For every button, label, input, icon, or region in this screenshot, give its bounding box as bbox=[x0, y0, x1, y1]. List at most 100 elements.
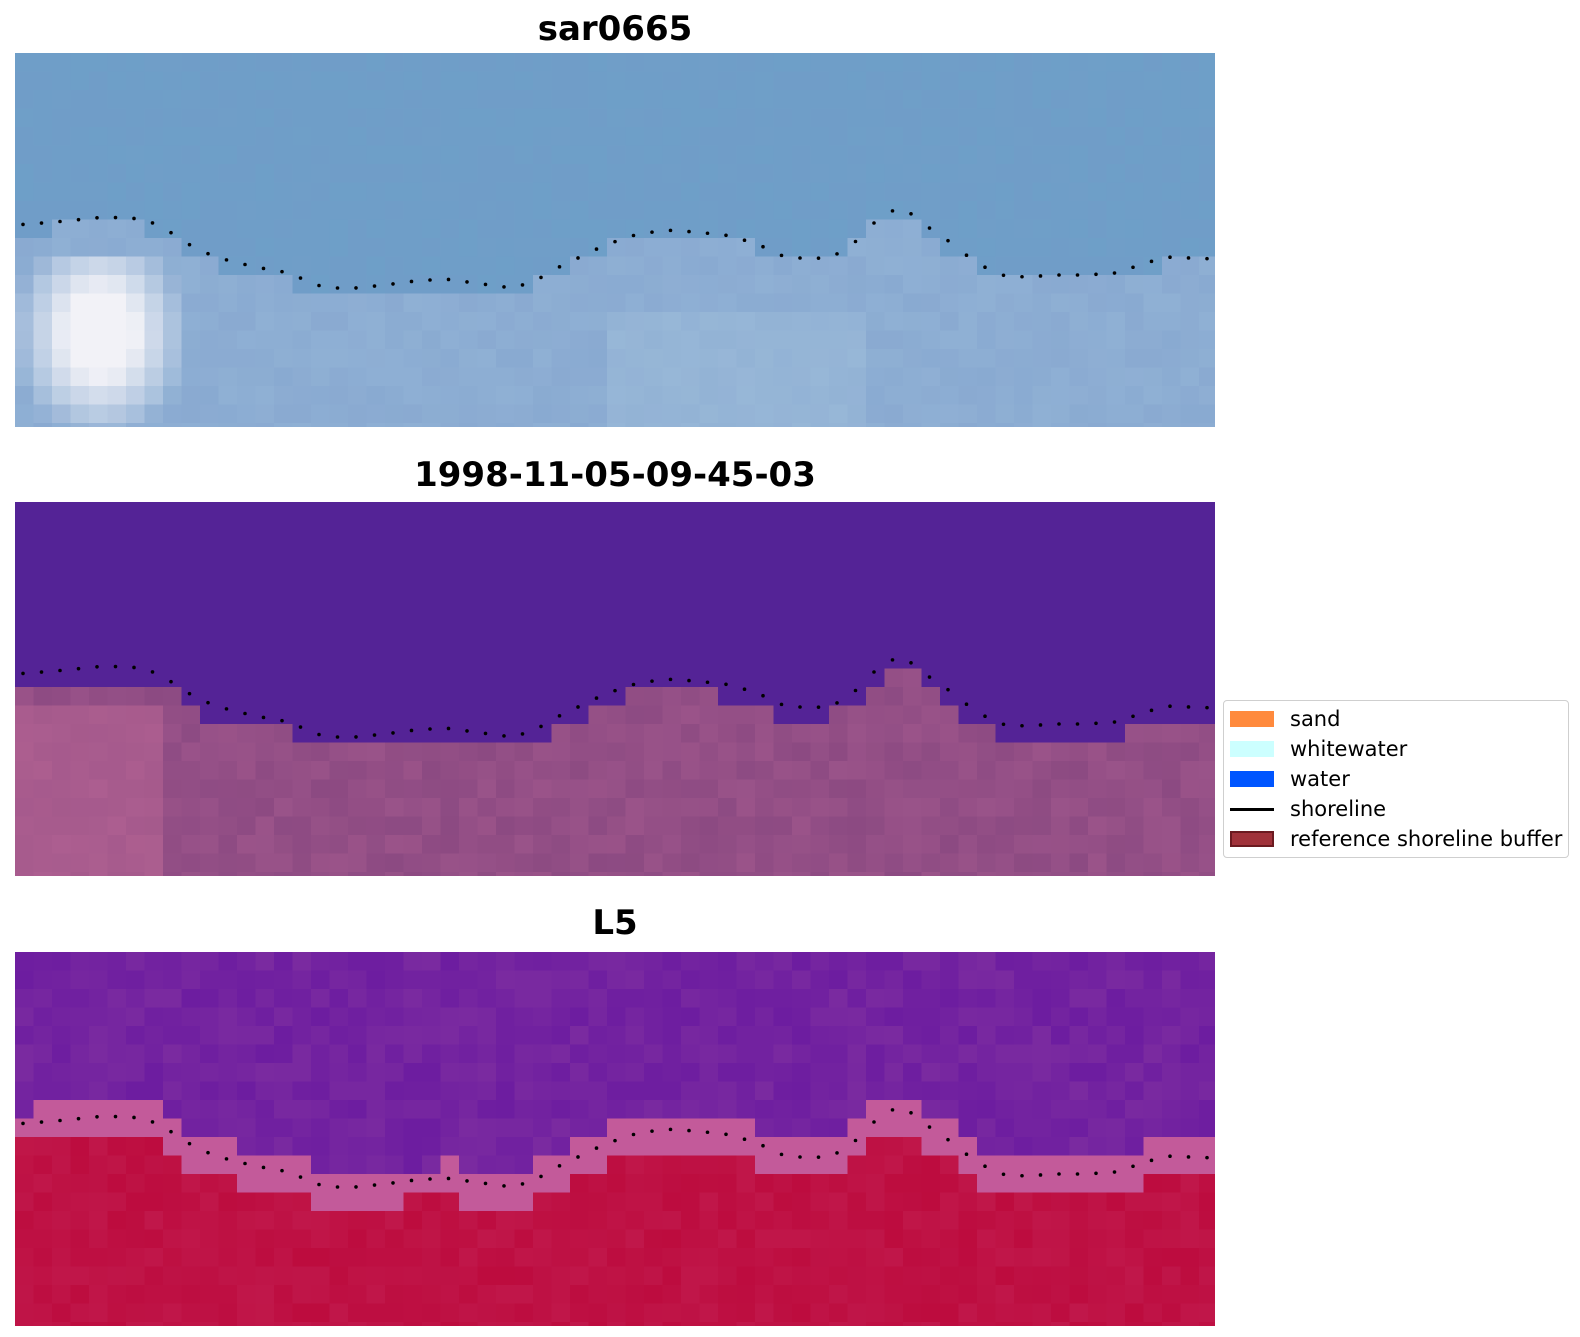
shoreline-point bbox=[668, 677, 673, 682]
shoreline-point bbox=[21, 1121, 25, 1126]
shoreline-point bbox=[1094, 272, 1098, 277]
shoreline-point bbox=[742, 238, 747, 242]
shoreline-point bbox=[113, 215, 118, 220]
classified-image bbox=[15, 502, 1215, 876]
shoreline-point bbox=[853, 1138, 858, 1143]
shoreline-point bbox=[76, 1116, 81, 1121]
shoreline-point bbox=[372, 1183, 377, 1187]
shoreline-point bbox=[890, 209, 895, 213]
shoreline-point bbox=[761, 693, 765, 698]
shoreline-point bbox=[576, 1155, 580, 1159]
shoreline-point bbox=[613, 1138, 617, 1143]
shoreline-point bbox=[946, 687, 950, 692]
shoreline-point bbox=[261, 1165, 266, 1170]
shoreline-point bbox=[816, 256, 821, 260]
shoreline-point bbox=[520, 283, 525, 287]
shoreline-point bbox=[317, 1182, 321, 1187]
legend-label-reference-buffer: reference shoreline buffer bbox=[1290, 827, 1563, 851]
shoreline-point bbox=[335, 735, 340, 739]
shoreline-point bbox=[872, 221, 876, 225]
shoreline-point bbox=[631, 1132, 636, 1137]
shoreline-point bbox=[409, 1178, 414, 1183]
classified-image-panel bbox=[15, 502, 1215, 876]
shoreline-point bbox=[95, 665, 99, 669]
shoreline-point bbox=[428, 1177, 432, 1181]
shoreline-point bbox=[1186, 1155, 1191, 1159]
shoreline-point bbox=[909, 661, 913, 665]
legend-item-water: water bbox=[1230, 764, 1350, 794]
whitewater-swatch bbox=[1230, 741, 1274, 757]
shoreline-point bbox=[206, 1150, 210, 1155]
shoreline-point bbox=[150, 1120, 155, 1124]
shoreline-point bbox=[687, 229, 691, 234]
shoreline-point bbox=[983, 714, 987, 718]
shoreline-point bbox=[483, 282, 488, 287]
shoreline-point bbox=[946, 1137, 950, 1142]
shoreline-point bbox=[650, 230, 654, 234]
shoreline-point bbox=[206, 251, 210, 256]
panel-title-classified: 1998-11-05-09-45-03 bbox=[414, 455, 816, 495]
shoreline-point bbox=[1131, 1164, 1135, 1169]
shoreline-point bbox=[409, 279, 414, 284]
index-image-panel bbox=[15, 952, 1215, 1326]
shoreline-point bbox=[58, 219, 62, 224]
shoreline-point bbox=[1075, 1172, 1080, 1176]
shoreline-point bbox=[761, 1143, 765, 1148]
shoreline-point bbox=[446, 1176, 451, 1181]
shoreline-point bbox=[76, 666, 81, 671]
shoreline-point bbox=[1205, 256, 1209, 261]
shoreline-point bbox=[557, 714, 562, 718]
legend: sand whitewater water shoreline referenc… bbox=[1223, 700, 1569, 858]
shoreline-point bbox=[21, 222, 25, 227]
shoreline-point bbox=[890, 658, 895, 662]
shoreline-point bbox=[1057, 1172, 1061, 1176]
shoreline-point bbox=[39, 670, 44, 674]
shoreline-point bbox=[724, 1132, 728, 1137]
shoreline-point bbox=[335, 286, 340, 290]
shoreline-point bbox=[798, 1155, 802, 1159]
shoreline-point bbox=[280, 718, 284, 723]
shoreline-point bbox=[927, 675, 932, 679]
shoreline-point bbox=[1001, 1172, 1006, 1177]
shoreline-point bbox=[539, 724, 543, 729]
shoreline-point bbox=[95, 216, 99, 220]
index-image bbox=[15, 952, 1215, 1326]
shoreline-point bbox=[1168, 704, 1172, 708]
shoreline-point bbox=[409, 728, 414, 733]
shoreline-point bbox=[927, 1125, 932, 1129]
shoreline-point bbox=[169, 679, 173, 684]
shoreline-point bbox=[243, 711, 247, 716]
shoreline-point bbox=[1038, 723, 1043, 727]
shoreline-point bbox=[502, 1184, 506, 1188]
shoreline-point bbox=[39, 1120, 44, 1124]
shoreline-point bbox=[1149, 259, 1154, 264]
shoreline-point bbox=[594, 247, 599, 251]
shoreline-point bbox=[1168, 1154, 1172, 1158]
shoreline-point bbox=[298, 725, 303, 729]
shoreline-point bbox=[779, 702, 784, 707]
shoreline-point bbox=[520, 1182, 525, 1186]
shoreline-point bbox=[95, 1115, 99, 1119]
shoreline-point bbox=[1057, 722, 1061, 726]
shoreline-point bbox=[132, 216, 136, 221]
shoreline-point bbox=[502, 285, 506, 289]
shoreline-point bbox=[872, 670, 876, 674]
shoreline-point bbox=[705, 231, 710, 236]
shoreline-point bbox=[502, 734, 506, 738]
shoreline-point bbox=[391, 1181, 395, 1185]
shoreline-point bbox=[613, 688, 617, 693]
shoreline-point bbox=[668, 228, 673, 233]
shoreline-point bbox=[391, 282, 395, 286]
shoreline-line-swatch bbox=[1230, 807, 1274, 811]
shoreline-point bbox=[779, 253, 784, 258]
shoreline-point bbox=[520, 732, 525, 736]
shoreline-point bbox=[853, 688, 858, 693]
shoreline-point bbox=[594, 1146, 599, 1150]
shoreline-point bbox=[39, 221, 44, 225]
shoreline-point bbox=[964, 253, 969, 257]
shoreline-point bbox=[1131, 714, 1135, 719]
shoreline-point bbox=[1001, 273, 1006, 278]
shoreline-point bbox=[1038, 274, 1043, 278]
shoreline-point bbox=[761, 244, 765, 249]
shoreline-point bbox=[1112, 720, 1117, 724]
